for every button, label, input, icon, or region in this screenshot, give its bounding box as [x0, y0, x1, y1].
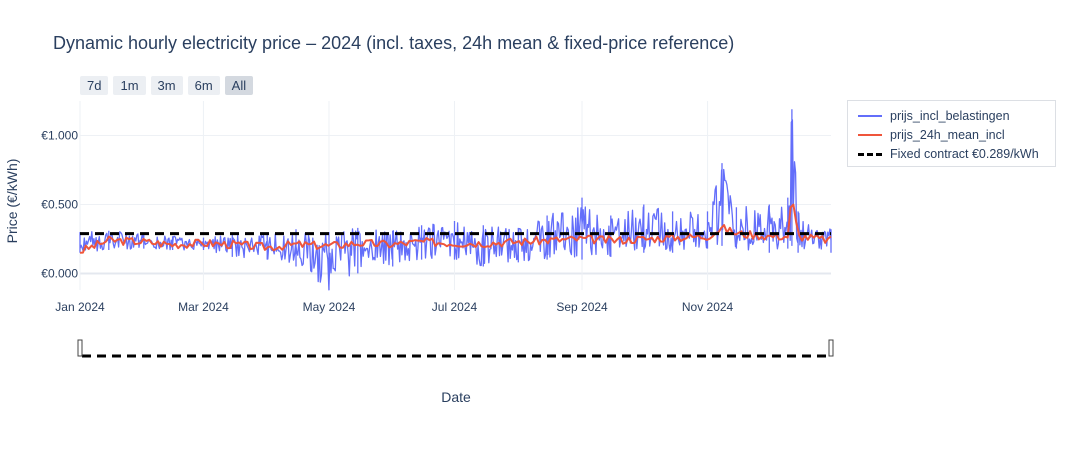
x-tick-label: Nov 2024: [682, 300, 734, 314]
range-button-3m[interactable]: 3m: [150, 76, 183, 95]
legend-label: prijs_24h_mean_incl: [890, 128, 1005, 142]
range-selector: 7d 1m 3m 6m All: [80, 76, 254, 95]
range-slider-handle-right[interactable]: [828, 339, 834, 357]
legend-swatch-blue: [858, 115, 882, 117]
legend-item-prijs-incl[interactable]: prijs_incl_belastingen: [858, 106, 1010, 126]
legend-swatch-red: [858, 134, 882, 136]
legend: prijs_incl_belastingen prijs_24h_mean_in…: [847, 100, 1056, 167]
range-button-all[interactable]: All: [224, 76, 254, 95]
x-tick-label: Jan 2024: [55, 300, 105, 314]
x-tick-label: Sep 2024: [556, 300, 608, 314]
series-line-prijs-incl: [79, 109, 832, 291]
gridlines: [79, 101, 831, 290]
legend-swatch-dashed: [858, 152, 882, 156]
y-axis-title: Price (€/kWh): [4, 159, 20, 244]
series-layer: [79, 109, 832, 291]
x-axis-ticks: Jan 2024 Mar 2024 May 2024 Jul 2024 Sep 2024…: [55, 300, 733, 314]
legend-label: prijs_incl_belastingen: [890, 109, 1010, 123]
legend-item-prijs-24h-mean[interactable]: prijs_24h_mean_incl: [858, 125, 1005, 145]
y-tick-label: €0.000: [41, 266, 78, 280]
y-tick-label: €1.000: [41, 128, 78, 142]
range-slider[interactable]: [77, 339, 834, 358]
series-line-24h-mean: [79, 203, 832, 254]
x-tick-label: Jul 2024: [432, 300, 478, 314]
x-tick-label: May 2024: [303, 300, 356, 314]
range-button-1m[interactable]: 1m: [113, 76, 146, 95]
legend-item-fixed-contract[interactable]: Fixed contract €0.289/kWh: [858, 144, 1039, 164]
range-slider-track: [80, 340, 831, 358]
range-slider-handle-left[interactable]: [77, 339, 83, 357]
range-button-6m[interactable]: 6m: [187, 76, 220, 95]
chart-title: Dynamic hourly electricity price – 2024 …: [53, 33, 735, 53]
y-tick-label: €0.500: [41, 197, 78, 211]
x-tick-label: Mar 2024: [178, 300, 229, 314]
x-axis-title: Date: [441, 389, 471, 405]
legend-label: Fixed contract €0.289/kWh: [890, 147, 1039, 161]
y-axis-ticks: €0.000 €0.500 €1.000: [41, 128, 78, 280]
range-button-7d[interactable]: 7d: [80, 76, 109, 95]
